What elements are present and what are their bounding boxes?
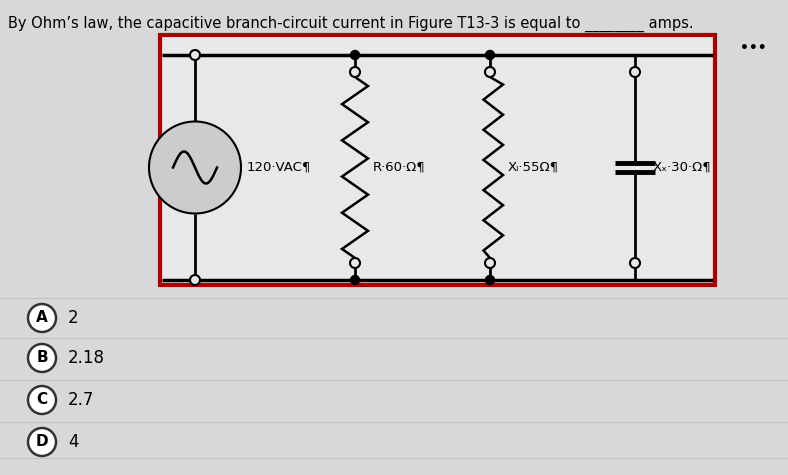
Circle shape <box>350 258 360 268</box>
Text: Xₗ·55Ω¶: Xₗ·55Ω¶ <box>508 161 559 174</box>
Text: R·60·Ω¶: R·60·Ω¶ <box>373 161 426 174</box>
Text: •••: ••• <box>740 41 767 55</box>
Text: 4: 4 <box>68 433 79 451</box>
Text: A: A <box>36 311 48 325</box>
Text: C: C <box>36 392 47 408</box>
Bar <box>160 35 715 285</box>
Circle shape <box>190 275 200 285</box>
Circle shape <box>485 50 495 59</box>
Text: B: B <box>36 351 48 365</box>
Circle shape <box>28 428 56 456</box>
Circle shape <box>630 258 640 268</box>
Text: D: D <box>35 435 48 449</box>
Circle shape <box>28 304 56 332</box>
Circle shape <box>190 50 200 60</box>
Text: 2: 2 <box>68 309 79 327</box>
Text: 2.7: 2.7 <box>68 391 95 409</box>
Circle shape <box>630 67 640 77</box>
Text: Xₓ·30·Ω¶: Xₓ·30·Ω¶ <box>653 161 712 174</box>
Circle shape <box>485 67 495 77</box>
Text: By Ohm’s law, the capacitive branch-circuit current in Figure T13-3 is equal to : By Ohm’s law, the capacitive branch-circ… <box>8 16 693 32</box>
Circle shape <box>149 122 241 213</box>
Text: 120·VAC¶: 120·VAC¶ <box>247 161 311 174</box>
Circle shape <box>351 276 359 285</box>
Circle shape <box>485 258 495 268</box>
Circle shape <box>28 386 56 414</box>
Circle shape <box>28 344 56 372</box>
Circle shape <box>351 50 359 59</box>
Text: 2.18: 2.18 <box>68 349 105 367</box>
Circle shape <box>350 67 360 77</box>
Circle shape <box>485 276 495 285</box>
